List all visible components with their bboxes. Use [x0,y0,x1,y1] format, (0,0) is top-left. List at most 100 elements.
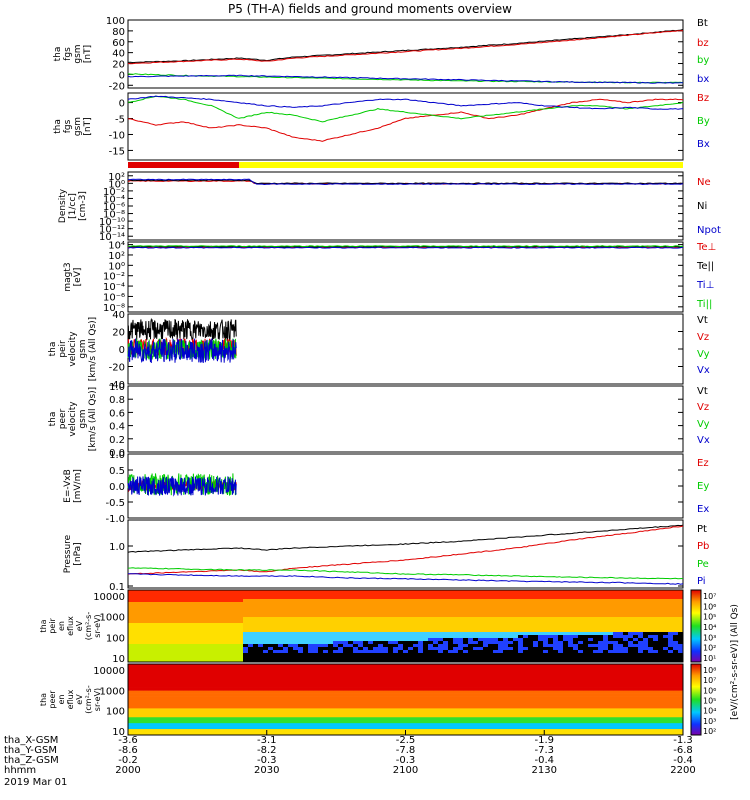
spectrogram-cell [538,726,544,730]
spectrogram-cell [573,635,579,639]
spectrogram-cell [363,732,369,736]
spectrogram-cell [253,620,259,624]
spectrogram-cell [383,711,389,715]
spectrogram-cell [478,720,484,724]
spectrogram-cell [203,714,209,718]
spectrogram-cell [553,705,559,709]
spectrogram-cell [408,732,414,736]
spectrogram-cell [163,729,169,733]
spectrogram-cell [168,647,174,651]
spectrogram-cell [528,732,534,736]
spectrogram-cell [528,617,534,621]
spectrogram-cell [263,681,269,686]
legend-bz: bz [697,38,709,49]
spectrogram-cell [393,611,399,615]
spectrogram-cell [328,681,334,686]
spectrogram-cell [238,720,244,724]
spectrogram-cell [463,644,469,648]
spectrogram-cell [368,593,374,597]
spectrogram-cell [658,653,664,657]
spectrogram-cell [348,711,354,715]
spectrogram-cell [498,635,504,639]
spectrogram-cell [173,605,179,609]
spectrogram-cell [348,650,354,654]
spectrogram-cell [303,638,309,642]
spectrogram-cell [668,596,674,600]
spectrogram-cell [493,608,499,612]
spectrogram-cell [243,641,249,645]
spectrogram-cell [278,602,284,606]
spectrogram-cell [358,623,364,627]
spectrogram-cell [323,632,329,636]
spectrogram-cell [238,599,244,603]
spectrogram-cell [513,644,519,648]
spectrogram-cell [568,605,574,609]
spectrogram-cell [543,593,549,597]
spectrogram-cell [318,684,324,688]
spectrogram-cell [203,650,209,654]
spectrogram-cell [188,705,194,709]
spectrogram-cell [273,666,279,671]
spectrogram-cell [303,690,309,694]
y-axis-label: magt3 [63,262,73,291]
spectrogram-cell [298,638,304,642]
spectrogram-cell [558,602,564,606]
spectrogram-cell [303,626,309,630]
spectrogram-cell [513,714,519,718]
spectrogram-cell [553,714,559,718]
spectrogram-cell [128,702,134,706]
spectrogram-cell [223,702,229,706]
spectrogram-cell [263,711,269,715]
spectrogram-cell [498,590,504,594]
spectrogram-cell [133,717,139,721]
spectrogram-cell [323,617,329,621]
spectrogram-cell [168,608,174,612]
spectrogram-cell [338,684,344,688]
spectrogram-cell [388,617,394,621]
spectrogram-cell [503,717,509,721]
spectrogram-cell [228,678,234,683]
spectrogram-cell [283,675,289,680]
spectrogram-cell [128,647,134,651]
spectrogram-cell [528,602,534,606]
spectrogram-cell [178,653,184,657]
spectrogram-cell [293,599,299,603]
spectrogram-cell [308,638,314,642]
spectrogram-cell [388,693,394,697]
spectrogram-cell [313,605,319,609]
spectrogram-cell [143,714,149,718]
legend-Ne: Ne [697,177,711,188]
spectrogram-cell [463,705,469,709]
spectrogram-cell [358,659,364,663]
spectrogram-cell [413,620,419,624]
spectrogram-cell [473,650,479,654]
spectrogram-cell [463,684,469,688]
spectrogram-cell [598,602,604,606]
spectrogram-cell [148,699,154,703]
spectrogram-cell [528,620,534,624]
spectrogram-cell [193,608,199,612]
spectrogram-cell [253,711,259,715]
spectrogram-cell [178,593,184,597]
spectrogram-cell [608,647,614,651]
spectrogram-cell [198,638,204,642]
spectrogram-cell [278,666,284,671]
spectrogram-cell [353,593,359,597]
spectrogram-cell [468,693,474,697]
spectrogram-cell [293,656,299,660]
spectrogram-cell [198,720,204,724]
spectrogram-cell [273,684,279,688]
spectrogram-cell [553,702,559,706]
spectrogram-cell [248,650,254,654]
spectrogram-cell [508,611,514,615]
spectrogram-cell [243,690,249,694]
y-axis-label: gsm [73,44,83,63]
spectrogram-cell [558,702,564,706]
spectrogram-cell [273,626,279,630]
spectrogram-cell [303,717,309,721]
spectrogram-cell [528,644,534,648]
spectrogram-cell [178,626,184,630]
spectrogram-cell [558,664,564,668]
spectrogram-cell [443,617,449,621]
spectrogram-cell [443,714,449,718]
